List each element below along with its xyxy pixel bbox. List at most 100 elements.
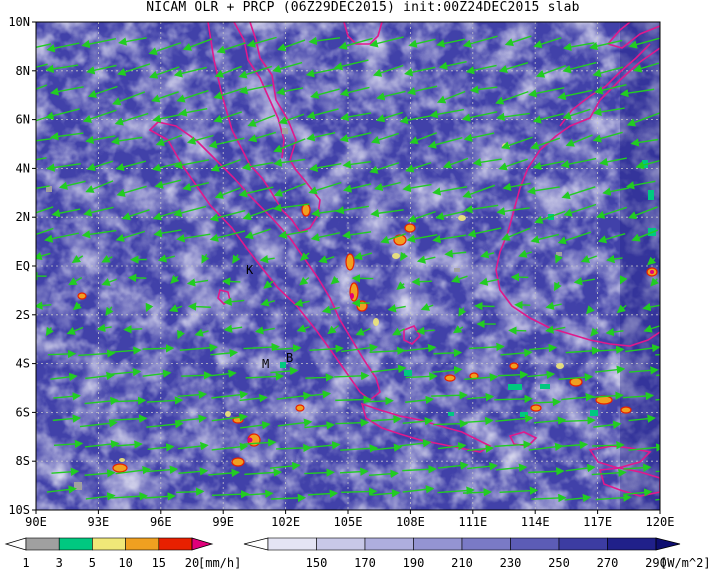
wind-arrow xyxy=(176,233,211,243)
wind-arrow xyxy=(605,327,624,337)
wind-arrow xyxy=(628,414,656,423)
wind-arrow xyxy=(259,255,275,264)
wind-arrow xyxy=(629,366,659,375)
wind-arrow xyxy=(44,232,79,243)
wind-arrow xyxy=(494,440,532,449)
wind-arrow xyxy=(433,419,469,428)
wind-arrow xyxy=(335,418,370,427)
wind-arrow xyxy=(82,109,117,123)
wind-arrow xyxy=(115,160,146,172)
wind-arrow xyxy=(308,489,339,498)
wind-arrow xyxy=(339,467,369,476)
wind-arrow xyxy=(304,421,335,430)
wind-arrow xyxy=(334,371,370,381)
wind-arrow xyxy=(553,281,562,292)
wind-arrow xyxy=(499,486,539,495)
wind-arrow xyxy=(211,442,249,451)
wind-arrow xyxy=(146,396,184,405)
wind-arrow xyxy=(153,229,182,238)
wind-arrow xyxy=(561,186,596,200)
wind-arrow xyxy=(527,370,556,379)
wind-arrow xyxy=(662,445,694,446)
wind-arrow xyxy=(271,344,302,353)
wind-arrow xyxy=(557,89,593,101)
wind-arrow xyxy=(405,372,438,381)
wind-arrow xyxy=(526,186,560,195)
wind-arrow xyxy=(214,187,241,199)
wind-arrow xyxy=(273,138,306,153)
wind-arrow xyxy=(109,346,142,355)
wind-arrow xyxy=(432,234,467,244)
wind-arrow xyxy=(305,373,335,382)
wind-vectors xyxy=(36,35,694,503)
wind-arrow xyxy=(586,305,595,315)
precip-colorbar-swatch xyxy=(158,537,193,551)
latitude-axis: 10N 8N 6N 4N 2N EQ 2S 4S 6S 8S 10S xyxy=(8,15,36,517)
wind-arrow xyxy=(606,254,623,264)
wind-arrow xyxy=(628,443,660,452)
wind-arrow xyxy=(263,280,274,289)
wind-arrow xyxy=(173,205,207,217)
wind-arrow xyxy=(83,206,114,217)
wind-arrow xyxy=(49,132,84,141)
wind-arrow xyxy=(58,180,86,190)
olr-colorbar-tick: 150 xyxy=(306,556,328,570)
wind-arrow xyxy=(502,182,531,192)
wind-arrow xyxy=(36,251,51,261)
wind-arrow xyxy=(221,277,241,286)
wind-arrow xyxy=(247,114,276,127)
olr-colorbar: 150 170 190 210 230 250 270 290 xyxy=(243,537,681,570)
wind-arrow xyxy=(270,493,307,503)
wind-arrow xyxy=(208,468,240,478)
olr-colorbar-tick: 290 xyxy=(645,556,667,570)
wind-arrow xyxy=(36,84,48,90)
wind-arrow xyxy=(438,61,467,70)
wind-arrow xyxy=(146,465,179,474)
wind-arrow xyxy=(36,63,48,68)
precip-colorbar-swatch xyxy=(92,537,126,551)
wind-arrow xyxy=(407,210,436,223)
wind-arrow xyxy=(573,277,596,286)
wind-arrow xyxy=(50,372,78,382)
wind-arrow xyxy=(115,230,146,242)
wind-arrow xyxy=(370,364,407,373)
wind-arrow xyxy=(79,419,118,428)
wind-arrow xyxy=(118,37,147,46)
wind-arrow xyxy=(147,443,175,452)
wind-arrow xyxy=(51,467,80,476)
wind-arrow xyxy=(528,467,565,476)
wind-arrow xyxy=(260,298,276,307)
wind-arrow xyxy=(342,183,372,193)
wind-arrow xyxy=(115,440,143,449)
wind-arrow xyxy=(370,209,404,218)
wind-arrow xyxy=(594,365,626,374)
precip-colorbar-tick: 10 xyxy=(118,556,132,570)
precip-colorbar-tick: 1 xyxy=(22,556,29,570)
wind-arrow xyxy=(420,302,434,311)
wind-arrow xyxy=(355,327,371,336)
wind-arrow xyxy=(497,370,529,379)
wind-arrow xyxy=(402,183,432,193)
wind-arrow xyxy=(532,160,565,171)
wind-arrow xyxy=(306,108,339,120)
wind-arrow xyxy=(529,343,558,353)
wind-arrow xyxy=(276,87,304,96)
wind-arrow xyxy=(622,391,655,401)
wind-arrow xyxy=(496,112,530,122)
wind-arrow xyxy=(498,61,529,74)
precip-colorbar-units: [mm/h] xyxy=(198,556,241,570)
wind-arrow xyxy=(518,249,533,258)
wind-arrow xyxy=(372,443,403,452)
wind-arrow xyxy=(181,371,213,380)
wind-arrow xyxy=(619,88,655,98)
wind-arrow xyxy=(144,492,176,501)
wind-arrow xyxy=(565,463,596,473)
wind-arrow xyxy=(647,256,657,266)
wind-arrow xyxy=(211,413,248,422)
wind-arrow xyxy=(170,274,180,284)
wind-arrow xyxy=(561,393,595,402)
wind-arrow xyxy=(562,61,597,74)
wind-arrow xyxy=(148,42,182,56)
wind-arrow xyxy=(467,462,498,471)
